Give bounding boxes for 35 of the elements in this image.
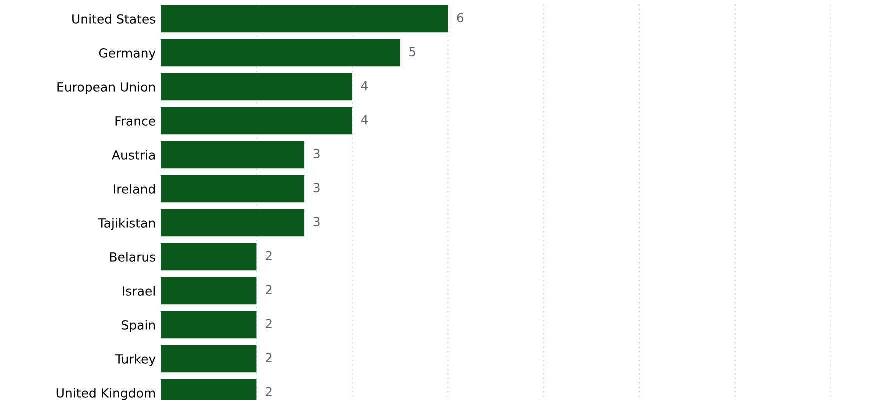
y-tick-label: Belarus <box>110 252 156 262</box>
data-label: 6 <box>457 13 464 23</box>
bar <box>161 107 352 135</box>
data-label: 4 <box>361 81 368 90</box>
y-tick-label: Ireland <box>114 184 155 194</box>
bar <box>161 175 305 203</box>
bar <box>161 5 448 33</box>
y-tick-label: Spain <box>122 320 156 332</box>
data-label: 3 <box>314 217 320 227</box>
y-tick-label: France <box>116 116 156 126</box>
y-tick-label: United States <box>72 14 156 24</box>
bar <box>161 39 400 67</box>
data-label: 4 <box>361 115 368 124</box>
y-tick-label: Israel <box>123 286 155 296</box>
data-label: 5 <box>410 47 416 57</box>
y-tick-label: Turkey <box>115 354 156 366</box>
y-tick-label: Tajikistan <box>98 218 156 230</box>
bar <box>161 141 305 169</box>
bar <box>161 209 305 237</box>
bar <box>161 277 257 305</box>
y-tick-label: European Union <box>58 82 156 94</box>
bar <box>161 311 257 339</box>
y-tick-label: Austria <box>112 150 156 160</box>
y-tick-label: United Kingdom <box>56 388 156 400</box>
data-label: 2 <box>266 353 272 362</box>
y-tick-label: Germany <box>99 48 156 60</box>
data-label: 2 <box>266 319 272 328</box>
bar <box>161 243 257 271</box>
bar <box>161 345 257 373</box>
data-label: 2 <box>266 285 272 294</box>
data-label: 3 <box>314 183 320 193</box>
data-label: 2 <box>266 251 272 260</box>
data-label: 3 <box>314 149 320 159</box>
data-label: 2 <box>266 387 272 396</box>
bar <box>161 73 352 101</box>
